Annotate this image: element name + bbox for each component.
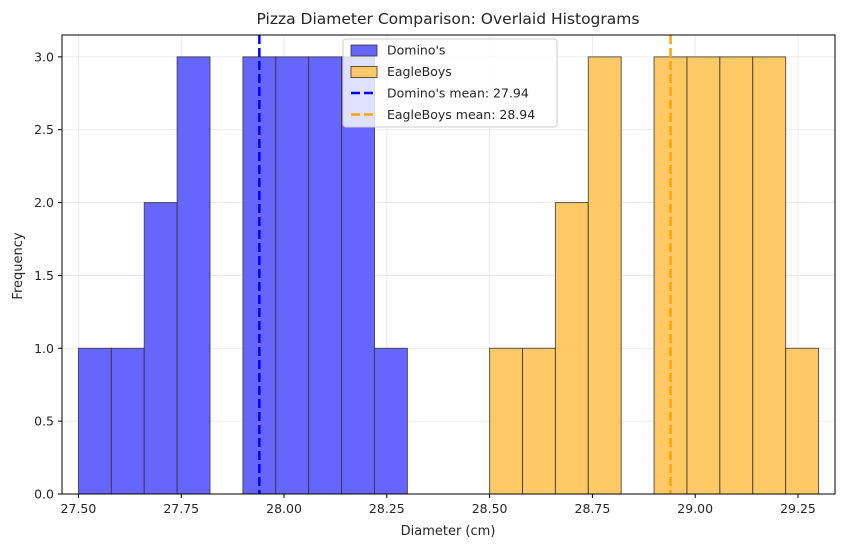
legend-label-eagleboys: EagleBoys [387, 64, 452, 79]
y-tick-label: 2.0 [34, 195, 54, 210]
legend-label-dominos: Domino's [387, 43, 445, 58]
y-tick-label: 1.0 [34, 341, 54, 356]
legend-swatch-eagleboys [350, 66, 378, 78]
eagleboys-bar [554, 202, 589, 495]
dominos-bar [341, 56, 375, 495]
y-axis-label: Frequency [11, 232, 26, 299]
x-tick-label: 28.75 [575, 501, 611, 516]
y-tick-label: 1.5 [34, 268, 54, 283]
chart-title: Pizza Diameter Comparison: Overlaid Hist… [257, 10, 640, 28]
legend-label-eagleboys-mean: EagleBoys mean: 28.94 [387, 107, 535, 122]
eagleboys-bar [522, 347, 556, 495]
dominos-bar [143, 202, 178, 495]
eagleboys-bar [719, 56, 754, 495]
legend-swatch-dominos [350, 44, 378, 57]
plot-frame [61, 34, 836, 495]
bars [77, 56, 820, 495]
x-tick-label: 29.25 [780, 501, 816, 516]
legend-label-dominos-mean: Domino's mean: 27.94 [387, 86, 529, 101]
dominos-bar [110, 347, 145, 495]
eagleboys-bar [686, 56, 721, 495]
dominos-bar [275, 56, 310, 495]
mean-lines [258, 35, 672, 494]
x-tick-label: 29.00 [677, 501, 713, 516]
dominos-bar [308, 56, 343, 495]
legend-box [342, 38, 558, 128]
y-tick-label: 3.0 [34, 49, 54, 64]
y-tick-label: 0.5 [34, 414, 54, 429]
legend: Domino's EagleBoys Domino's mean: 27.94 Eag… [342, 38, 558, 128]
x-tick-label: 28.00 [266, 501, 302, 516]
eagleboys-bar [785, 347, 820, 495]
y-axis: 0.0 0.5 1.0 1.5 2.0 2.5 3.0 [34, 49, 62, 502]
x-tick-label: 27.50 [61, 501, 97, 516]
x-tick-label: 27.75 [163, 501, 199, 516]
x-axis: 27.50 27.75 28.00 28.25 28.50 28.75 29.00 29.25 [61, 494, 816, 516]
y-tick-label: 2.5 [34, 122, 54, 137]
dominos-bar [176, 56, 211, 495]
dominos-bar [77, 347, 112, 495]
eagleboys-bar [587, 56, 622, 495]
dominos-bar [373, 347, 408, 495]
eagleboys-bar [489, 347, 524, 495]
x-axis-label: Diameter (cm) [401, 524, 496, 539]
x-tick-label: 28.25 [369, 501, 405, 516]
eagleboys-bar [752, 56, 787, 495]
x-tick-label: 28.50 [472, 501, 508, 516]
y-tick-label: 0.0 [34, 487, 54, 502]
